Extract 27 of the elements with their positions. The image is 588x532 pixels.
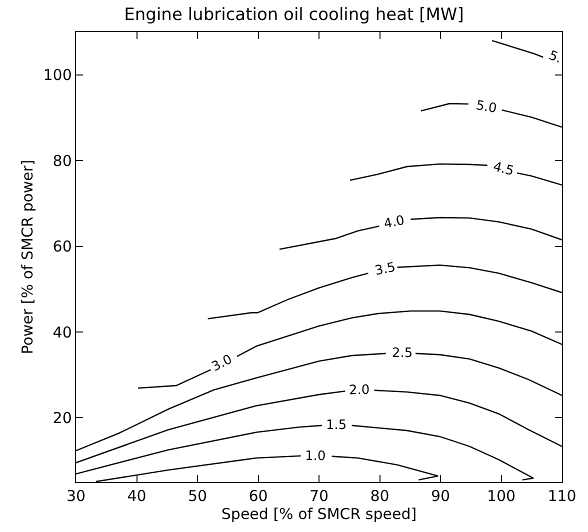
chart-title: Engine lubrication oil cooling heat [MW] [124,4,464,25]
x-axis-title: Speed [% of SMCR speed] [221,505,417,524]
x-tick-label: 60 [248,487,268,506]
x-tick-label: 30 [66,487,86,506]
x-tick-label: 40 [127,487,146,506]
y-tick-label: 60 [52,238,72,256]
x-tick-label: 80 [370,487,390,506]
y-tick-label: 80 [52,152,72,170]
x-tick-label: 90 [430,487,450,506]
text: 5. [546,48,564,67]
series-label: 1.0 [304,448,326,464]
series-label: 2.0 [348,382,370,398]
text: 3.5 [374,260,397,279]
text: 4.5 [491,160,516,180]
y-axis-title: Power [% of SMCR power] [18,160,37,354]
y-tick-label: 40 [52,323,72,342]
y-tick-label: 20 [52,408,72,427]
text: 4.0 [382,213,406,232]
y-tick-label: 100 [43,66,72,84]
text: 3.0 [210,352,235,375]
x-tick-label: 110 [548,487,576,506]
series-label: 1.5 [326,418,347,433]
x-tick-label: 100 [486,487,516,506]
x-tick-label: 70 [309,487,329,506]
text: 5.0 [474,98,498,117]
series-label: 2.5 [392,346,413,361]
x-tick-label: 50 [188,487,208,506]
